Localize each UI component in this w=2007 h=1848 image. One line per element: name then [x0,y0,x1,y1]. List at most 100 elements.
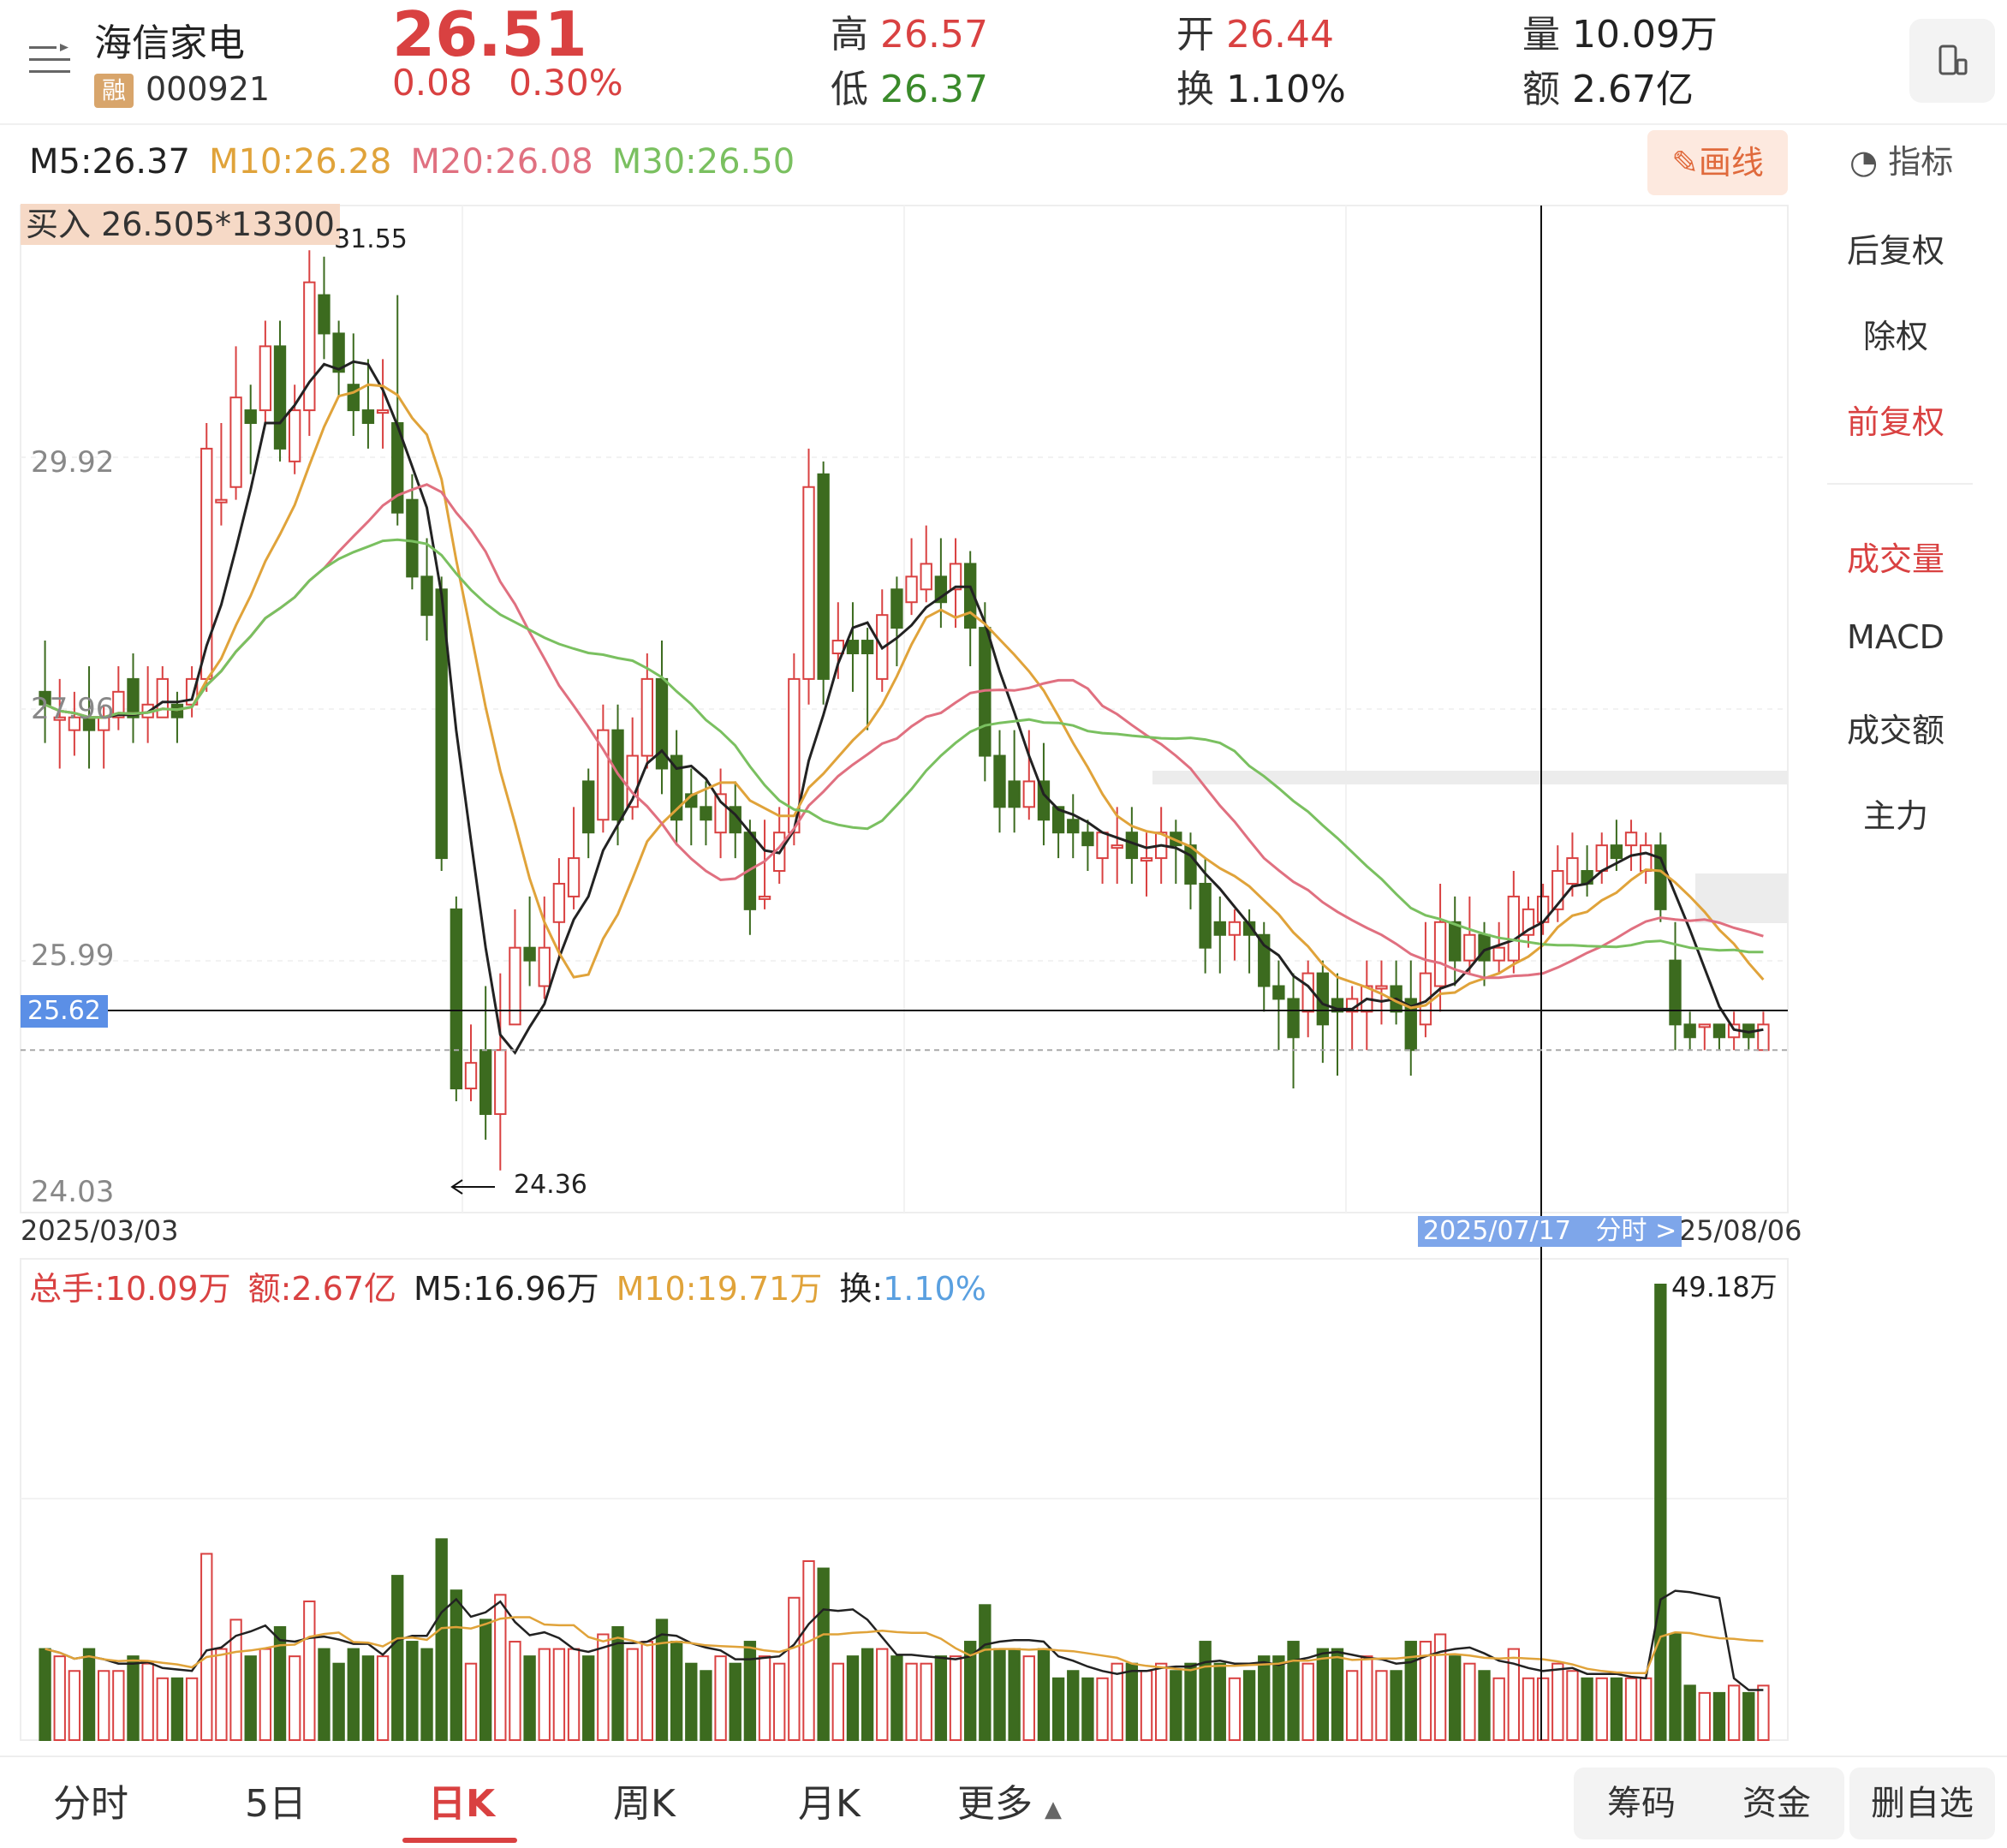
volume-bar [1492,1677,1505,1742]
candle-body [1213,921,1226,936]
candle-body [1640,844,1653,873]
side-macd[interactable]: MACD [1847,618,1944,656]
side-main-force[interactable]: 主力 [1862,797,1928,835]
volume-bar [538,1648,551,1741]
volume-bar [1037,1648,1051,1741]
volume-bar [700,1670,712,1741]
change-percent: 0.30% [509,62,623,104]
candle-body [332,332,345,373]
y-tick: 27.96 [31,692,115,726]
kline-chart[interactable] [0,0,1807,1756]
candle-body [1272,985,1285,1000]
tab-daily-k[interactable]: 日K [428,1782,496,1826]
draw-line-label: 画线 [1698,144,1764,182]
volume-bar [1096,1677,1109,1742]
candle-body [1081,832,1094,847]
volume-bar [259,1648,272,1741]
cursor-date: 2025/07/17 [1423,1216,1571,1246]
indicator-button[interactable]: ◔ 指标 [1849,135,1953,182]
volume-bar [361,1655,375,1742]
volume-bar [1654,1284,1667,1741]
volume-bar [156,1677,169,1742]
volume-bar [391,1575,404,1741]
total-volume: 总手:10.09万 [29,1270,231,1308]
volume-bar [1669,1633,1682,1741]
stat-low-value: 26.37 [880,68,988,111]
candle-body [509,946,521,1026]
volume-bar [626,1648,639,1741]
side-amount[interactable]: 成交额 [1846,712,1944,749]
quote-header [0,0,2007,125]
tab-intraday[interactable]: 分时 [53,1782,128,1826]
volume-bar [1184,1662,1197,1741]
volume-bar [1624,1677,1638,1742]
resistance-band [1695,873,1788,923]
candle-body [831,640,844,654]
volume-bar [1640,1677,1653,1742]
side-divider [1827,483,1973,485]
tab-more-label: 更多 [957,1782,1033,1826]
buy-order-tag[interactable]: 买入 26.505*13300 [21,204,340,245]
volume-bar [582,1655,595,1742]
volume-bar [420,1648,433,1741]
fund-button[interactable]: 资金 [1742,1784,1811,1823]
candle-body [1610,844,1623,860]
volume-bar [273,1625,287,1741]
stat-volume-value: 10.09万 [1572,13,1718,57]
volume-bar [846,1655,860,1742]
volume-bar [1404,1641,1417,1742]
volume-legend: 总手:10.09万 额:2.67亿 M5:16.96万 M10:19.71万 换:1.1… [29,1262,1004,1309]
menu-icon[interactable] [29,41,70,79]
draw-line-button[interactable]: ✎画线 [1647,130,1788,195]
side-back-adjusted[interactable]: 后复权 [1846,232,1944,270]
side-ex-rights[interactable]: 除权 [1862,318,1928,355]
candle-body [1199,882,1212,949]
volume-bar [1067,1670,1080,1741]
side-volume[interactable]: 成交量 [1846,540,1944,578]
volume-bar [1375,1670,1388,1741]
y-tick: 25.99 [31,939,115,973]
delete-watchlist-button[interactable]: 删自选 [1849,1768,1995,1839]
candle-body [640,677,654,757]
candle-body [406,498,419,578]
tab-monthly-k[interactable]: 月K [798,1782,861,1826]
cursor-date-label[interactable]: 2025/07/17 分时 > [1418,1216,1682,1247]
candle-body [1449,921,1462,962]
ma30-label: M30:26.50 [611,142,795,182]
volume-bar [200,1553,213,1741]
volume-bar [714,1655,727,1742]
ma5-line [45,360,1764,1055]
volume-bar [1419,1641,1432,1742]
volume-bar [68,1670,81,1741]
candle-body [494,1049,507,1115]
chip-button[interactable]: 筹码 [1607,1784,1676,1823]
volume-bar [567,1648,581,1741]
volume-bar [347,1648,360,1741]
volume-bar [1022,1655,1035,1742]
stat-open: 开 26.44 [1176,3,1334,58]
ma-legend: M5:26.37 M10:26.28 M20:26.08 M30:26.50 [29,142,813,182]
candle-body [361,409,375,425]
volume-bar [376,1655,390,1742]
candle-body [170,703,184,718]
tab-more[interactable]: 更多 ▲ [957,1773,1062,1827]
volume-bar [523,1655,536,1742]
candle-body [758,895,771,900]
volume-bar [1228,1677,1242,1742]
volume-bar [332,1662,345,1741]
candle-body [670,754,683,821]
volume-bar [1478,1670,1491,1741]
candle-body [1051,806,1065,834]
landscape-toggle-button[interactable] [1909,19,1995,103]
volume-bar [1727,1684,1741,1741]
stat-high-value: 26.57 [880,13,988,57]
volume-bar [450,1589,463,1741]
intraday-link[interactable]: 分时 > [1595,1216,1677,1246]
volume-bar [1595,1677,1608,1742]
side-forward-adjusted[interactable]: 前复权 [1846,403,1944,441]
candle-body [1595,844,1608,873]
vol-ma5-line [45,1589,1764,1691]
candle-body [464,1062,478,1090]
tab-5day[interactable]: 5日 [245,1782,307,1826]
tab-weekly-k[interactable]: 周K [613,1782,676,1826]
